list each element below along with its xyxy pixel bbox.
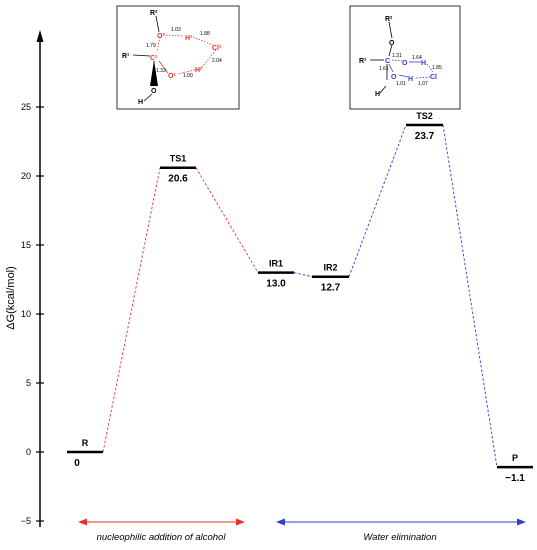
ts1-distance: 2.04 [212,58,222,64]
y-tick-label: 5 [26,378,31,388]
ts1-bond-r1-c1 [132,54,151,57]
ts1-bond-oh-h [143,93,153,102]
ts2-bond-o-c [388,44,393,57]
ts1-distance: 1.79 [146,43,156,49]
ts1-distance: 1.33 [156,68,166,74]
y-ticks: −5 0 5 10 15 20 25 [21,102,44,526]
y-tick-label: 25 [21,102,31,112]
ts1-atom-h: H [138,99,143,106]
ts1-frame [116,5,240,110]
state-name-ts1: TS1 [170,154,187,164]
ts2-atom-r2: R² [385,16,393,23]
ts2-distance: 1.31 [392,53,402,59]
ts1-bond-cl1-h2 [201,49,217,68]
ts1-atom-r1: R¹ [122,53,130,60]
connector-ts2-p [442,124,498,468]
ts2-bond-r2-o [388,21,393,39]
ts2-atom-o-r2: O [389,40,395,47]
phase-elimination-arrowhead-right [517,518,526,526]
connector-ir2-ts2 [348,124,407,277]
phase-elimination-label: Water elimination [363,532,436,543]
state-name-p: P [512,453,518,463]
ts2-atom-o1: O [402,60,408,67]
ts1-atom-h2: H² [195,67,203,74]
phase-addition-label: nucleophilic addition of alcohol [97,532,227,543]
y-tick-label: 10 [21,309,31,319]
y-tick-label: −5 [21,516,31,526]
phase-elimination: Water elimination [276,518,526,543]
ts1-atom-h1: H¹ [185,35,193,42]
ts2-distance: 1.07 [418,81,428,87]
ts2-bond-c-o2 [388,63,394,73]
state-name-ir1: IR1 [269,259,283,269]
state-value-ts1: 20.6 [168,174,188,185]
connector-ir1-ir2 [293,272,313,278]
ts1-structure-inset: R² R¹ C¹ O² H¹ Cl¹ O¹ H² O H 1.03 1.88 1… [116,5,240,110]
phase-addition-arrowhead-left [78,518,87,526]
connector-ts1-ir1 [195,167,259,273]
ts1-bond-o2-c1 [156,36,161,53]
ts2-distance: 1.85 [432,65,442,71]
ts2-bond-h2-o2 [398,74,409,78]
y-tick-label: 20 [21,171,31,181]
ts1-atom-r2: R² [150,10,158,17]
energy-levels: R0 TS1 20.6 IR1 13.0 IR2 12.7 TS2 23.7 P −1.1 [67,111,533,484]
ts2-atom-h1: H [421,60,426,67]
ts2-structure-inset: R² O R¹ C O H O H Cl H 1.31 1.64 1.61 1.… [349,5,461,110]
ts1-atom-cl1: Cl¹ [212,45,222,52]
state-value-ts2: 23.7 [415,131,435,142]
ts2-atom-h: H [375,91,380,98]
ts1-bond-o2-h1 [165,34,185,37]
ts2-distance: 1.61 [379,66,389,72]
ts1-distance: 1.00 [183,73,193,79]
connectors [102,124,498,468]
state-name-ir2: IR2 [323,263,337,273]
ts2-distance: 1.01 [396,81,406,87]
state-value-p: −1.1 [505,473,525,484]
y-tick-label: 0 [26,447,31,457]
ts2-atom-h2: H [408,76,413,83]
state-value-r: 0 [74,458,80,469]
y-axis-title: ΔG(kcal/mol) [5,266,17,330]
ts1-atom-oh: O [151,88,157,95]
y-tick-label: 15 [21,240,31,250]
phase-addition-arrowhead-right [236,518,245,526]
ts1-bond-c1-o1 [158,60,169,74]
ts2-distance: 1.64 [412,55,422,61]
ts1-atom-o2: O² [157,33,165,40]
state-value-ir1: 13.0 [266,279,286,290]
ts1-atom-c1: C¹ [150,55,158,62]
ts2-atom-c: C [385,58,390,65]
ts1-bond-h1-cl1 [192,36,214,46]
ts2-atom-r1: R¹ [359,58,367,65]
ts2-bond-oh-h [379,85,387,94]
ts1-atom-o1: O¹ [168,73,176,80]
phase-addition: nucleophilic addition of alcohol [78,518,245,543]
ts2-frame [349,5,461,110]
phase-elimination-arrowhead-left [276,518,285,526]
ts1-distance: 1.88 [200,31,210,37]
ts1-bond-h2-o1 [176,69,196,75]
y-axis-arrowhead [36,30,44,42]
ts1-distance: 1.03 [171,27,181,33]
state-name-r: R [82,438,89,448]
state-value-ir2: 12.7 [321,283,341,294]
ts2-bond-cl-h2 [415,76,431,79]
ts2-atom-o2: O [391,74,397,81]
ts2-atom-cl: Cl [430,74,437,81]
state-name-ts2: TS2 [416,111,433,121]
ts1-bond-r2-o2 [155,15,160,33]
connector-r-ts1 [102,167,161,453]
